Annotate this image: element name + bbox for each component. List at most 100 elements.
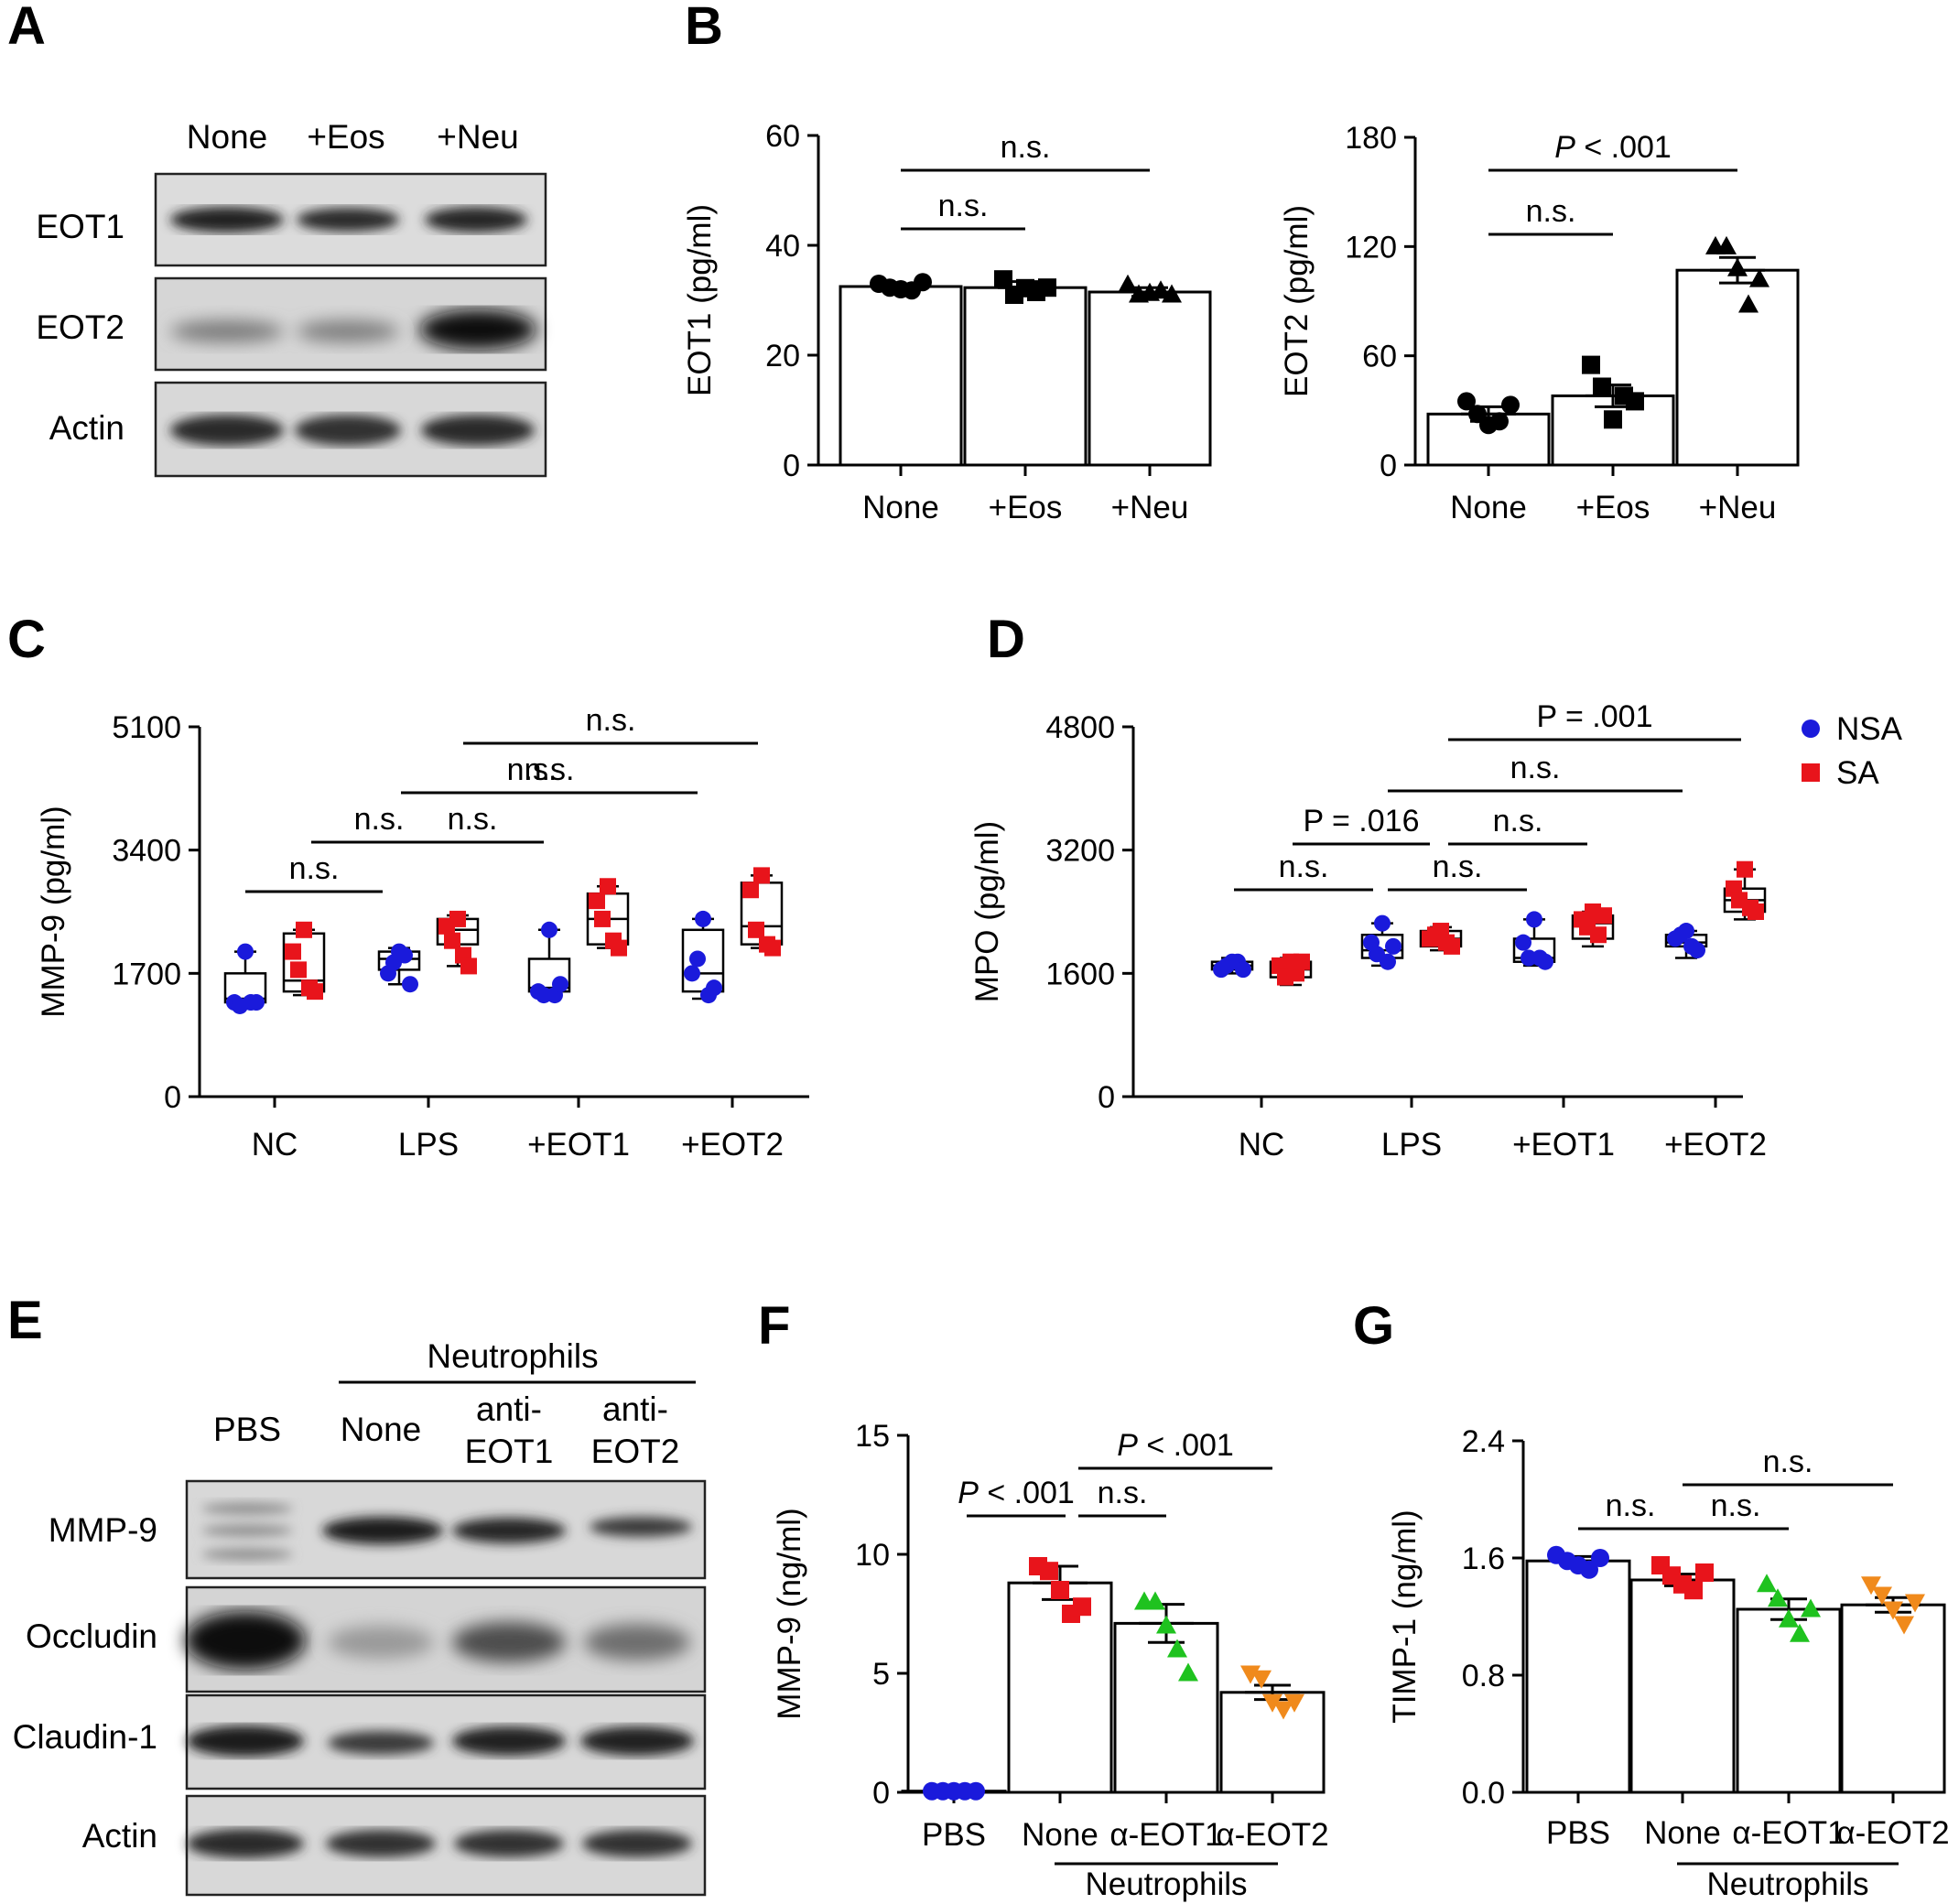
y-axis-label: EOT1 (pg/ml) xyxy=(682,204,718,396)
panel-label-g: G xyxy=(1353,1296,1394,1356)
blot-e-lane-anti1-top: anti- xyxy=(476,1390,542,1428)
y-tick-label: 2.4 xyxy=(1462,1424,1505,1459)
data-point xyxy=(1689,942,1705,959)
data-point xyxy=(237,943,254,960)
significance-label: n.s. xyxy=(1711,1488,1761,1523)
data-point xyxy=(1749,268,1769,287)
y-tick-label: 60 xyxy=(1362,340,1397,374)
data-point xyxy=(296,921,312,938)
y-tick-label: 5 xyxy=(872,1657,890,1692)
chart-b-left: 0 20 40 60 EOT1 (pg/ml) None +Eos +Neu n.s. n.s. xyxy=(682,119,1212,525)
blot-e-row-claudin1: Claudin-1 xyxy=(13,1718,157,1756)
data-point xyxy=(1716,235,1737,254)
bar xyxy=(1840,1603,1946,1794)
data-point xyxy=(1593,377,1611,396)
data-point xyxy=(1162,284,1182,303)
chart-d: 0 1600 3200 4800 MPO (pg/ml) NC LPS +EOT1 +EOT2 n… xyxy=(969,699,1767,1163)
panel-label-f: F xyxy=(758,1296,790,1356)
data-point xyxy=(396,947,413,964)
x-tick-label: +EOT1 xyxy=(1512,1127,1615,1163)
blot-a-bands-eot2 xyxy=(170,309,536,350)
y-tick-label: 0 xyxy=(783,449,800,483)
significance-label: n.s. xyxy=(507,752,557,787)
data-point xyxy=(1235,961,1251,979)
significance-label: n.s. xyxy=(1098,1476,1148,1510)
blot-a-row-actin: Actin xyxy=(49,409,124,447)
x-tick-label: None xyxy=(1022,1817,1098,1853)
data-point xyxy=(1672,926,1689,944)
data-point xyxy=(764,939,781,957)
data-point xyxy=(1457,392,1476,411)
y-tick-label: 3200 xyxy=(1045,834,1115,869)
blot-a-bands-actin xyxy=(170,415,535,446)
data-point xyxy=(1118,274,1138,293)
data-point xyxy=(1444,937,1460,955)
x-tick-label: α-EOT2 xyxy=(1836,1815,1948,1851)
panel-label-c: C xyxy=(7,610,46,669)
panel-label-d: D xyxy=(987,610,1025,669)
x-tick-label: None xyxy=(1644,1815,1721,1851)
data-point xyxy=(1738,294,1759,313)
significance-label: n.s. xyxy=(1001,130,1051,165)
y-tick-label: 120 xyxy=(1345,230,1397,265)
data-point xyxy=(1727,257,1748,276)
x-tick-label: +EOT2 xyxy=(681,1127,784,1163)
bar xyxy=(1113,1621,1219,1794)
data-point xyxy=(1178,1662,1198,1682)
y-tick-label: 0 xyxy=(1098,1080,1115,1115)
data-point xyxy=(1262,1693,1282,1713)
data-point xyxy=(1779,1608,1799,1628)
data-point xyxy=(1883,1601,1903,1620)
data-point xyxy=(285,943,301,960)
significance-label: P = .016 xyxy=(1304,804,1420,838)
group-label: Neutrophils xyxy=(1706,1866,1868,1902)
significance-label: n.s. xyxy=(1493,804,1543,838)
y-axis-label: MMP-9 (pg/ml) xyxy=(36,806,71,1017)
data-point xyxy=(600,878,616,895)
data-point xyxy=(1580,1560,1598,1579)
bar xyxy=(963,286,1088,467)
blot-e-bands-occludin xyxy=(185,1611,690,1670)
panel-a-blot: None +Eos +Neu EOT1 EOT2 Actin xyxy=(36,118,547,478)
blot-e-row-mmp9: MMP-9 xyxy=(49,1511,157,1549)
data-point xyxy=(402,976,418,993)
x-tick-label: NC xyxy=(252,1127,298,1163)
significance-label: n.s. xyxy=(1433,849,1483,884)
data-point xyxy=(1748,903,1764,920)
data-point xyxy=(1038,278,1056,298)
y-tick-label: 0 xyxy=(872,1776,890,1811)
x-tick-label: None xyxy=(1450,490,1527,525)
data-point xyxy=(1905,1594,1925,1613)
x-tick-label: None xyxy=(862,490,939,525)
blot-e-lane-none: None xyxy=(341,1411,421,1448)
x-tick-label: +Eos xyxy=(1576,490,1650,525)
chart-g: 0.0 0.8 1.6 2.4 TIMP-1 (ng/ml) PBS None α-EOT1α… xyxy=(1387,1424,1948,1902)
data-point xyxy=(914,273,932,292)
data-point xyxy=(1590,926,1607,944)
y-tick-label: 1600 xyxy=(1045,957,1115,991)
significance-label: n.s. xyxy=(938,189,989,223)
significance-label: n.s. xyxy=(289,851,340,886)
bar xyxy=(1629,1578,1736,1794)
significance-label: P < .001 xyxy=(958,1476,1075,1510)
y-tick-label: 20 xyxy=(765,339,800,373)
data-point xyxy=(1051,1581,1069,1599)
data-point xyxy=(748,921,764,938)
x-tick-label: +EOT2 xyxy=(1664,1127,1767,1163)
data-point xyxy=(1737,860,1753,878)
x-tick-label: +Eos xyxy=(989,490,1063,525)
data-point xyxy=(1501,395,1520,415)
significance-label: P = .001 xyxy=(1537,699,1653,734)
panel-e-blot: Neutrophils PBS None anti- EOT1 anti- EO… xyxy=(13,1337,707,1897)
x-tick-label: +Neu xyxy=(1111,490,1189,525)
data-point xyxy=(1156,1615,1176,1634)
bar xyxy=(1007,1581,1113,1794)
bar xyxy=(839,285,963,467)
data-point xyxy=(1596,907,1612,925)
legend-marker-nsa xyxy=(1802,719,1820,738)
x-tick-label: LPS xyxy=(1381,1127,1442,1163)
data-point xyxy=(1684,1581,1703,1600)
y-axis-label: EOT2 (pg/ml) xyxy=(1279,205,1315,397)
